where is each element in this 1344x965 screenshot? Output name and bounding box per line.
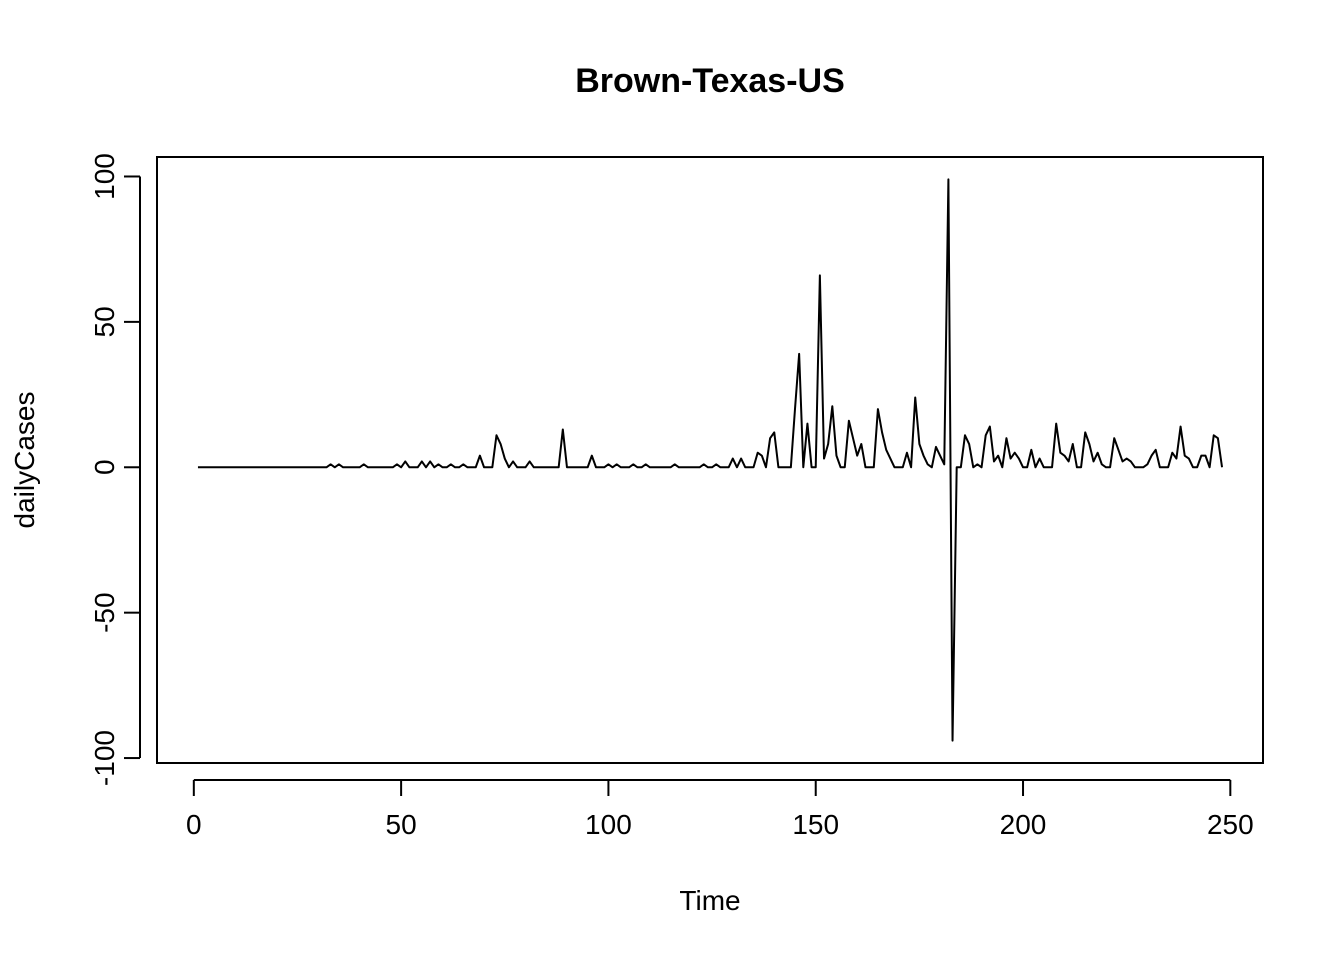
y-axis-label: dailyCases	[9, 392, 40, 529]
y-tick-label: 100	[89, 153, 120, 200]
x-tick-label: 250	[1207, 809, 1254, 840]
series-line	[197, 178, 1224, 742]
y-tick-label: 50	[89, 306, 120, 337]
x-tick-label: 0	[186, 809, 202, 840]
x-axis-label: Time	[679, 885, 740, 916]
x-tick-label: 200	[1000, 809, 1047, 840]
x-tick-label: 150	[792, 809, 839, 840]
x-tick-label: 50	[386, 809, 417, 840]
plot-box	[156, 156, 1264, 764]
y-tick-label: 0	[89, 459, 120, 475]
y-tick-label: -50	[89, 592, 120, 632]
chart-title: Brown-Texas-US	[575, 62, 845, 100]
x-tick-label: 100	[585, 809, 632, 840]
y-tick-label: -100	[89, 730, 120, 786]
